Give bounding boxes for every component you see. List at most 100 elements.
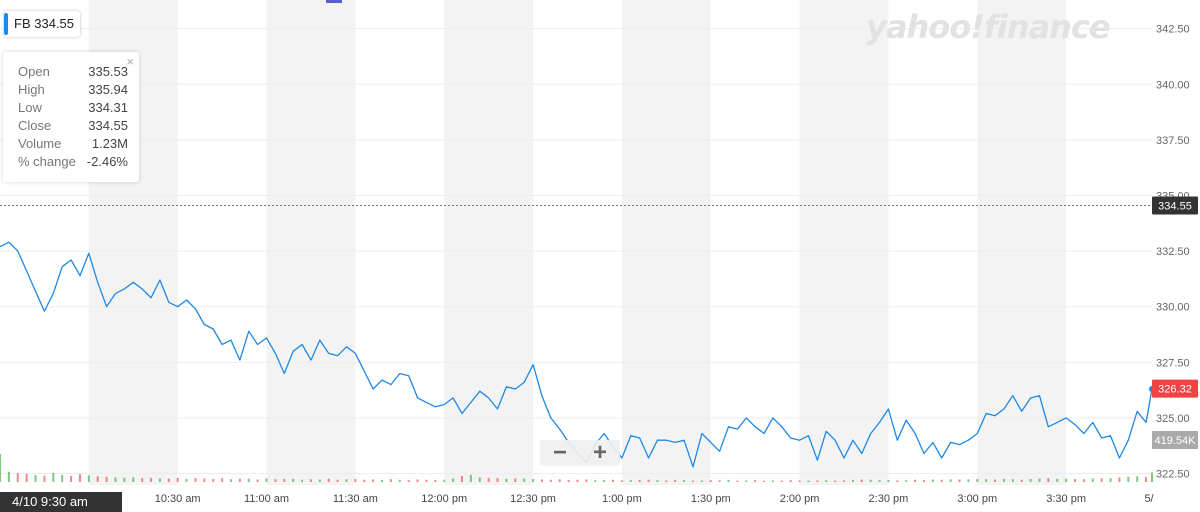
- volume-bar: [549, 479, 552, 482]
- volume-bar: [452, 478, 455, 482]
- volume-bar: [238, 478, 241, 482]
- volume-bar: [816, 480, 819, 482]
- volume-bar: [389, 479, 392, 482]
- volume-bar: [25, 473, 28, 482]
- volume-bar: [70, 476, 73, 482]
- volume-bar: [1002, 478, 1005, 482]
- volume-bar: [52, 472, 55, 482]
- crosshair-date-label: 4/10 9:30 am: [0, 492, 122, 512]
- volume-bar: [1020, 479, 1023, 482]
- volume-bar: [1074, 479, 1077, 482]
- volume-bar: [443, 479, 446, 482]
- x-tick-label: 11:00 am: [244, 493, 289, 505]
- ohlc-row-open: Open 335.53: [18, 64, 128, 82]
- volume-bar: [460, 476, 463, 482]
- volume-bar: [274, 479, 277, 482]
- volume-bar: [416, 479, 419, 482]
- x-tick-label: 3:00 pm: [957, 493, 997, 505]
- volume-bar: [1145, 477, 1148, 482]
- volume-bar: [150, 477, 153, 482]
- close-icon[interactable]: ×: [126, 54, 134, 69]
- time-band: [621, 0, 711, 485]
- volume-bar: [523, 478, 526, 482]
- volume-bar: [309, 479, 312, 482]
- volume-bar: [718, 480, 721, 482]
- volume-bar: [212, 479, 215, 482]
- zoom-in-button[interactable]: +: [592, 439, 607, 466]
- ohlc-key: Close: [18, 118, 52, 133]
- volume-bar: [43, 475, 46, 482]
- volume-bar: [505, 478, 508, 482]
- volume-bar: [372, 479, 375, 482]
- volume-bar: [1056, 478, 1059, 482]
- volume-bar: [540, 479, 543, 482]
- y-tick-label: 325.00: [1156, 413, 1190, 425]
- volume-bar: [700, 480, 703, 482]
- y-tick-label: 342.50: [1156, 24, 1190, 36]
- zoom-out-button[interactable]: −: [552, 439, 567, 466]
- volume-bar: [283, 479, 286, 482]
- volume-bar: [976, 479, 979, 482]
- y-tick-label: 322.50: [1156, 469, 1190, 481]
- volume-bar: [754, 480, 757, 482]
- volume-bar: [256, 479, 259, 482]
- zoom-control: − +: [540, 440, 620, 466]
- volume-bar: [123, 477, 126, 482]
- ticker-label[interactable]: FB 334.55: [4, 11, 81, 37]
- volume-bar: [736, 480, 739, 482]
- volume-bar: [603, 479, 606, 482]
- volume-bar: [727, 479, 730, 482]
- ohlc-key: Open: [18, 64, 50, 79]
- volume-bar: [1100, 478, 1103, 482]
- volume-bar: [860, 479, 863, 482]
- volume-bar: [1065, 478, 1068, 482]
- volume-bar: [1011, 479, 1014, 482]
- yahoo-finance-watermark: yahoo!finance: [866, 8, 1111, 46]
- volume-bar: [567, 479, 570, 482]
- volume-bar: [514, 478, 517, 482]
- volume-bar: [203, 478, 206, 482]
- volume-bar: [931, 479, 934, 482]
- volume-bar: [96, 476, 99, 482]
- volume-bar: [843, 480, 846, 482]
- ohlc-value: -2.46%: [86, 154, 128, 169]
- reference-price-badge-bg: [1152, 196, 1198, 215]
- volume-bar: [1038, 478, 1041, 482]
- top-indicator-marker: [326, 0, 342, 3]
- volume-bar: [469, 474, 472, 482]
- volume-bar: [327, 478, 330, 482]
- volume-bar: [896, 480, 899, 482]
- x-tick-label: 12:30 pm: [510, 493, 556, 505]
- volume-bar: [620, 480, 623, 482]
- volume-bar: [487, 477, 490, 482]
- volume-bar: [807, 480, 810, 482]
- volume-bar: [478, 477, 481, 482]
- volume-bar: [585, 479, 588, 482]
- volume-bar: [869, 479, 872, 482]
- volume-badge: 419.54K: [1155, 435, 1197, 447]
- volume-bar: [887, 479, 890, 482]
- volume-bar: [176, 477, 179, 482]
- x-tick-label: 1:30 pm: [691, 493, 731, 505]
- time-band: [799, 0, 889, 485]
- volume-bar: [789, 480, 792, 482]
- x-tick-label: 3:30 pm: [1046, 493, 1086, 505]
- volume-bar: [1082, 479, 1085, 482]
- volume-bar: [1109, 478, 1112, 482]
- volume-bar: [674, 479, 677, 482]
- volume-bar: [301, 479, 304, 482]
- time-band: [444, 0, 534, 485]
- volume-bar: [905, 480, 908, 482]
- volume-bar: [683, 480, 686, 482]
- volume-bar: [1029, 479, 1032, 482]
- volume-bar: [656, 480, 659, 482]
- volume-bar: [745, 480, 748, 482]
- x-tick-label: 5/: [1144, 493, 1154, 505]
- volume-bar: [558, 479, 561, 482]
- volume-bar: [141, 478, 144, 482]
- volume-bar: [647, 479, 650, 482]
- volume-bar: [638, 479, 641, 482]
- ohlc-row-volume: Volume 1.23M: [18, 136, 128, 154]
